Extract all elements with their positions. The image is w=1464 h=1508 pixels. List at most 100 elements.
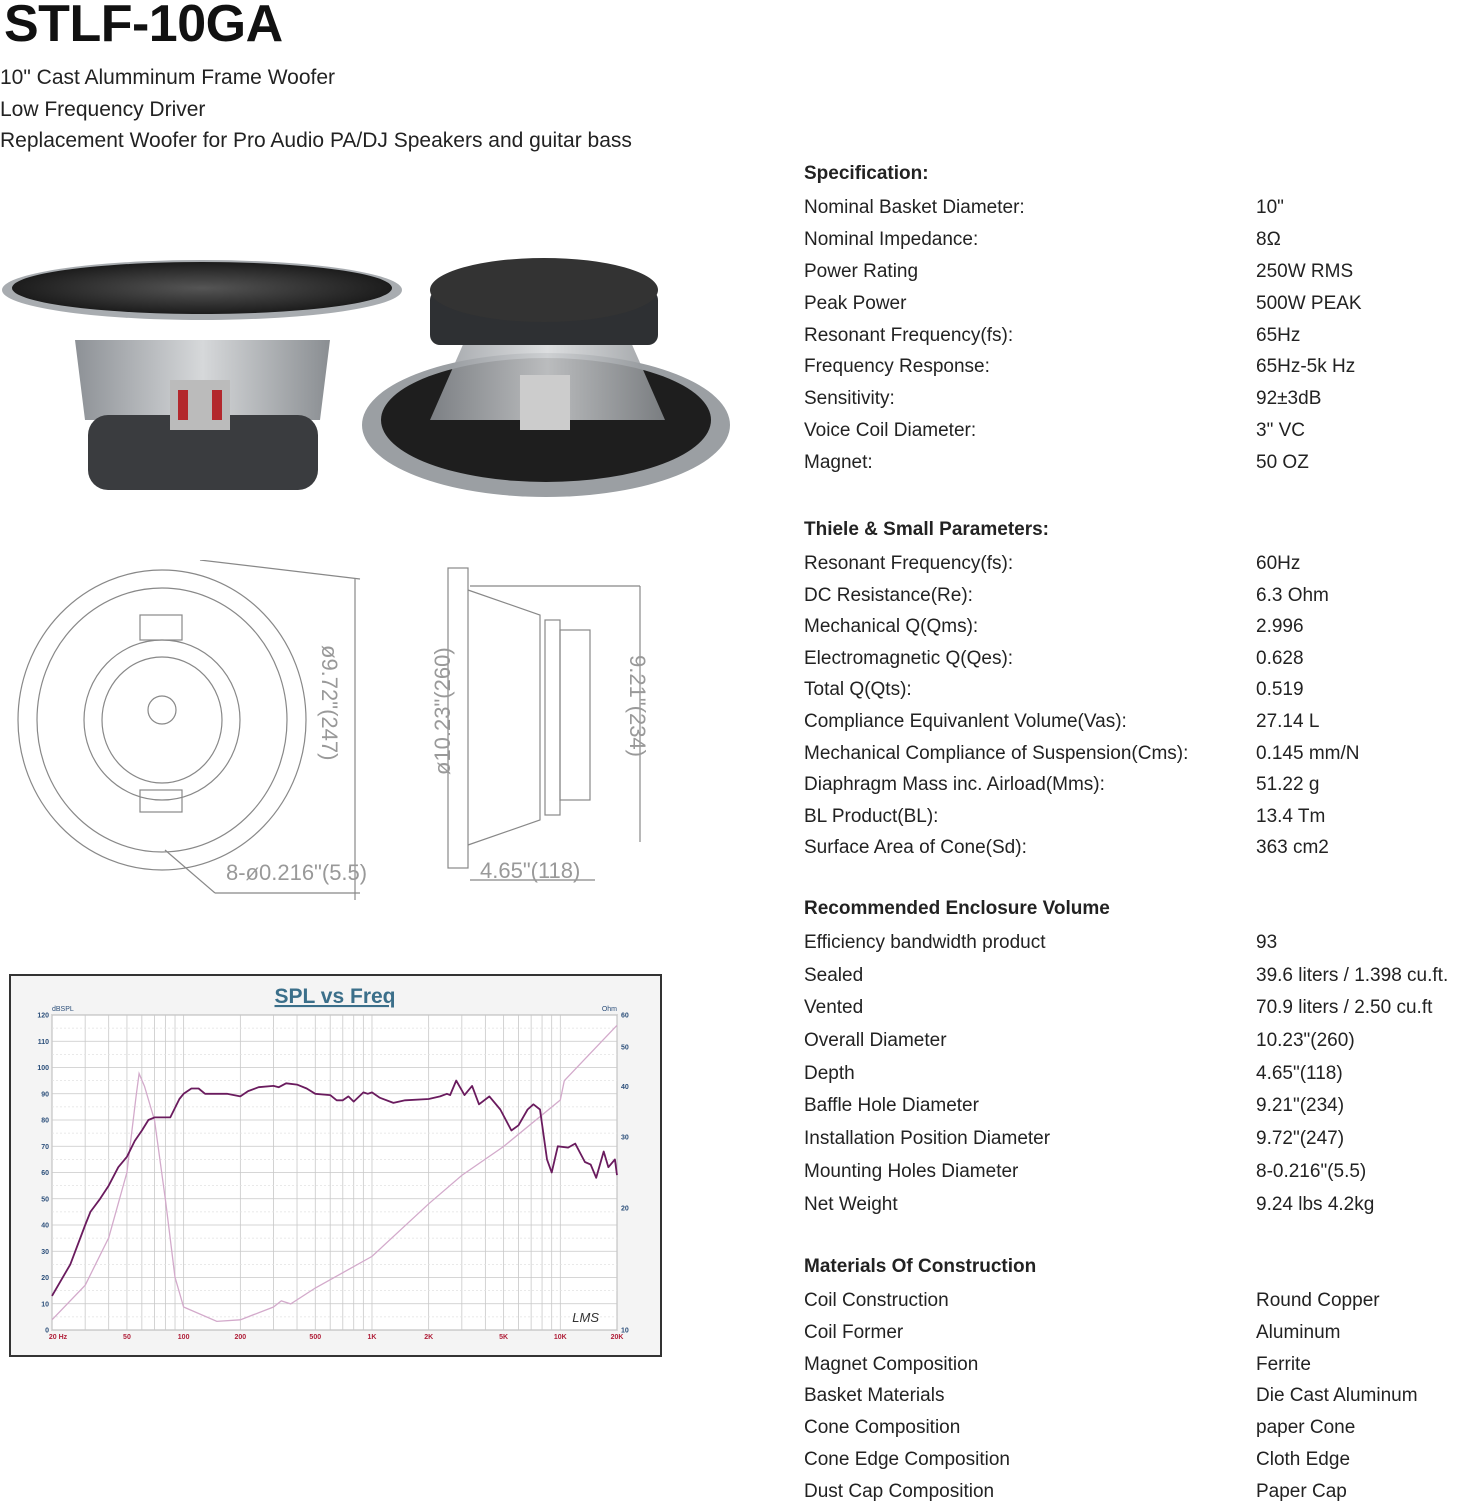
impedance-curve (51, 1024, 618, 1323)
spec-row: Magnet Composition Ferrite (804, 1349, 1464, 1381)
baffle-diameter-label: 9.21"(234) (625, 655, 650, 757)
spec-row: Mechanical Compliance of Suspension(Cms)… (804, 738, 1464, 770)
lms-watermark: LMS (572, 1310, 599, 1325)
subtitle-3: Replacement Woofer for Pro Audio PA/DJ S… (0, 129, 632, 152)
spec-value: 9.24 lbs 4.2kg (1256, 1193, 1375, 1215)
spec-row: Cone Edge Composition Cloth Edge (804, 1444, 1464, 1476)
spec-label: Nominal Impedance: (804, 228, 979, 250)
spec-row: BL Product(BL): 13.4 Tm (804, 801, 1464, 833)
spec-label: Mechanical Compliance of Suspension(Cms)… (804, 742, 1189, 764)
section-title: Materials Of Construction (804, 1256, 1037, 1277)
spec-label: Mounting Holes Diameter (804, 1160, 1019, 1182)
spl-curve (51, 1079, 618, 1297)
side-view-drawing (447, 567, 641, 881)
spec-row: Frequency Response: 65Hz-5k Hz (804, 351, 1464, 383)
spec-label: Coil Construction (804, 1290, 949, 1311)
spec-value: Ferrite (1256, 1353, 1311, 1375)
spec-section: Specification: Nominal Basket Diameter: 10… (804, 160, 1464, 479)
spec-row: Sealed 39.6 liters / 1.398 cu.ft. (804, 960, 1464, 993)
spec-label: Net Weight (804, 1193, 898, 1215)
spec-row: Cone Composition paper Cone (804, 1412, 1464, 1444)
spec-value: 65Hz-5k Hz (1256, 356, 1356, 378)
spec-label: Power Rating (804, 260, 919, 282)
spec-value: 50 OZ (1256, 452, 1309, 474)
y-axis-label: dBSPL (52, 1006, 74, 1013)
x-tick-label: 200 (234, 1334, 246, 1341)
y2-tick-label: 40 (621, 1084, 629, 1091)
spl-vs-freq-chart: 20 Hz 50 100 200 500 1K 2K 5K 10K 20K 0 10 20 30 40 50 6… (9, 974, 662, 1357)
spec-row: Nominal Impedance: 8Ω (804, 224, 1464, 256)
x-tick-label: 20 Hz (49, 1334, 68, 1341)
spec-value: 0.145 mm/N (1256, 742, 1360, 764)
spec-label: Basket Materials (804, 1385, 945, 1407)
y-tick-label: 10 (41, 1301, 49, 1308)
spec-label: Efficiency bandwidth product (804, 932, 1046, 953)
spec-label: Diaphragm Mass inc. Airload(Mms): (804, 774, 1105, 796)
spec-label: Dust Cap Composition (804, 1480, 995, 1502)
y2-axis-label: Ohm (602, 1006, 617, 1013)
spec-label: Coil Former (804, 1321, 904, 1343)
spec-row: Power Rating 250W RMS (804, 256, 1464, 288)
spec-label: Surface Area of Cone(Sd): (804, 837, 1027, 859)
spec-label: Cone Composition (804, 1417, 961, 1439)
spec-label: Resonant Frequency(fs): (804, 553, 1014, 574)
spec-value: 500W PEAK (1256, 292, 1362, 314)
spec-value: Aluminum (1256, 1321, 1341, 1343)
spec-value: 9.21"(234) (1256, 1095, 1345, 1117)
spec-value: 6.3 Ohm (1256, 584, 1329, 606)
spec-value: 250W RMS (1256, 260, 1354, 282)
mounting-holes-label: 8-ø0.216"(5.5) (226, 860, 368, 885)
dimension-drawing (17, 560, 641, 900)
spec-label: DC Resistance(Re): (804, 584, 973, 606)
chart-title: SPL vs Freq (275, 985, 396, 1008)
spec-label: Sensitivity: (804, 388, 895, 410)
spec-row: Voice Coil Diameter: 3" VC (804, 415, 1464, 447)
spec-value: 70.9 liters / 2.50 cu.ft (1256, 997, 1433, 1019)
spec-row: Basket Materials Die Cast Aluminum (804, 1380, 1464, 1412)
section-title: Thiele & Small Parameters: (804, 519, 1049, 540)
spec-label: Magnet Composition (804, 1353, 979, 1375)
y-tick-label: 40 (41, 1223, 49, 1230)
y-tick-label: 120 (37, 1013, 49, 1020)
spec-label: Installation Position Diameter (804, 1128, 1051, 1150)
spec-label: Electromagnetic Q(Qes): (804, 647, 1014, 669)
spec-section: Materials Of Construction Coil Constructi… (804, 1253, 1464, 1508)
spec-value: 10.23"(260) (1256, 1030, 1355, 1052)
installation-diameter-label: ø9.72"(247) (317, 645, 342, 761)
spec-value: 8-0.216"(5.5) (1256, 1160, 1367, 1182)
section-title: Recommended Enclosure Volume (804, 898, 1110, 919)
spec-label: Resonant Frequency(fs): (804, 324, 1014, 346)
spec-value: 39.6 liters / 1.398 cu.ft. (1256, 964, 1449, 986)
x-tick-label: 500 (309, 1334, 321, 1341)
subtitle-2: Low Frequency Driver (0, 98, 206, 121)
spec-value: 4.65"(118) (1256, 1062, 1343, 1084)
spec-row: Mounting Holes Diameter 8-0.216"(5.5) (804, 1156, 1464, 1189)
spec-row: Nominal Basket Diameter: 10" (804, 192, 1464, 224)
spec-row: Coil Former Aluminum (804, 1317, 1464, 1349)
spec-row: Diaphragm Mass inc. Airload(Mms): 51.22 g (804, 769, 1464, 801)
y-tick-label: 50 (41, 1196, 49, 1203)
spec-row: Baffle Hole Diameter 9.21"(234) (804, 1090, 1464, 1123)
spec-label: Sealed (804, 964, 864, 986)
spec-label: Magnet: (804, 452, 873, 474)
spec-value: 3" VC (1256, 420, 1305, 442)
spec-row: Dust Cap Composition Paper Cap (804, 1476, 1464, 1508)
spec-row: Mechanical Q(Qms): 2.996 (804, 611, 1464, 643)
spec-row: Net Weight 9.24 lbs 4.2kg (804, 1189, 1464, 1222)
overall-diameter-label: ø10.23"(260) (430, 647, 455, 775)
y-tick-label: 80 (41, 1118, 49, 1125)
spec-label: Frequency Response: (804, 356, 990, 378)
spec-value: 2.996 (1256, 616, 1304, 638)
y-tick-label: 20 (41, 1275, 49, 1282)
x-tick-label: 100 (178, 1334, 190, 1341)
spec-row: Efficiency bandwidth product 93 (804, 927, 1464, 960)
section-title: Specification: (804, 163, 929, 184)
y-tick-label: 90 (41, 1091, 49, 1098)
spec-label: Mechanical Q(Qms): (804, 616, 979, 638)
spec-label: Cone Edge Composition (804, 1448, 1010, 1470)
spec-section: Thiele & Small Parameters: Resonant Frequ… (804, 516, 1464, 864)
y2-tick-label: 30 (621, 1134, 629, 1141)
spec-value: 0.519 (1256, 679, 1304, 701)
spec-value: 27.14 L (1256, 710, 1320, 732)
spec-label: Voice Coil Diameter: (804, 420, 977, 442)
